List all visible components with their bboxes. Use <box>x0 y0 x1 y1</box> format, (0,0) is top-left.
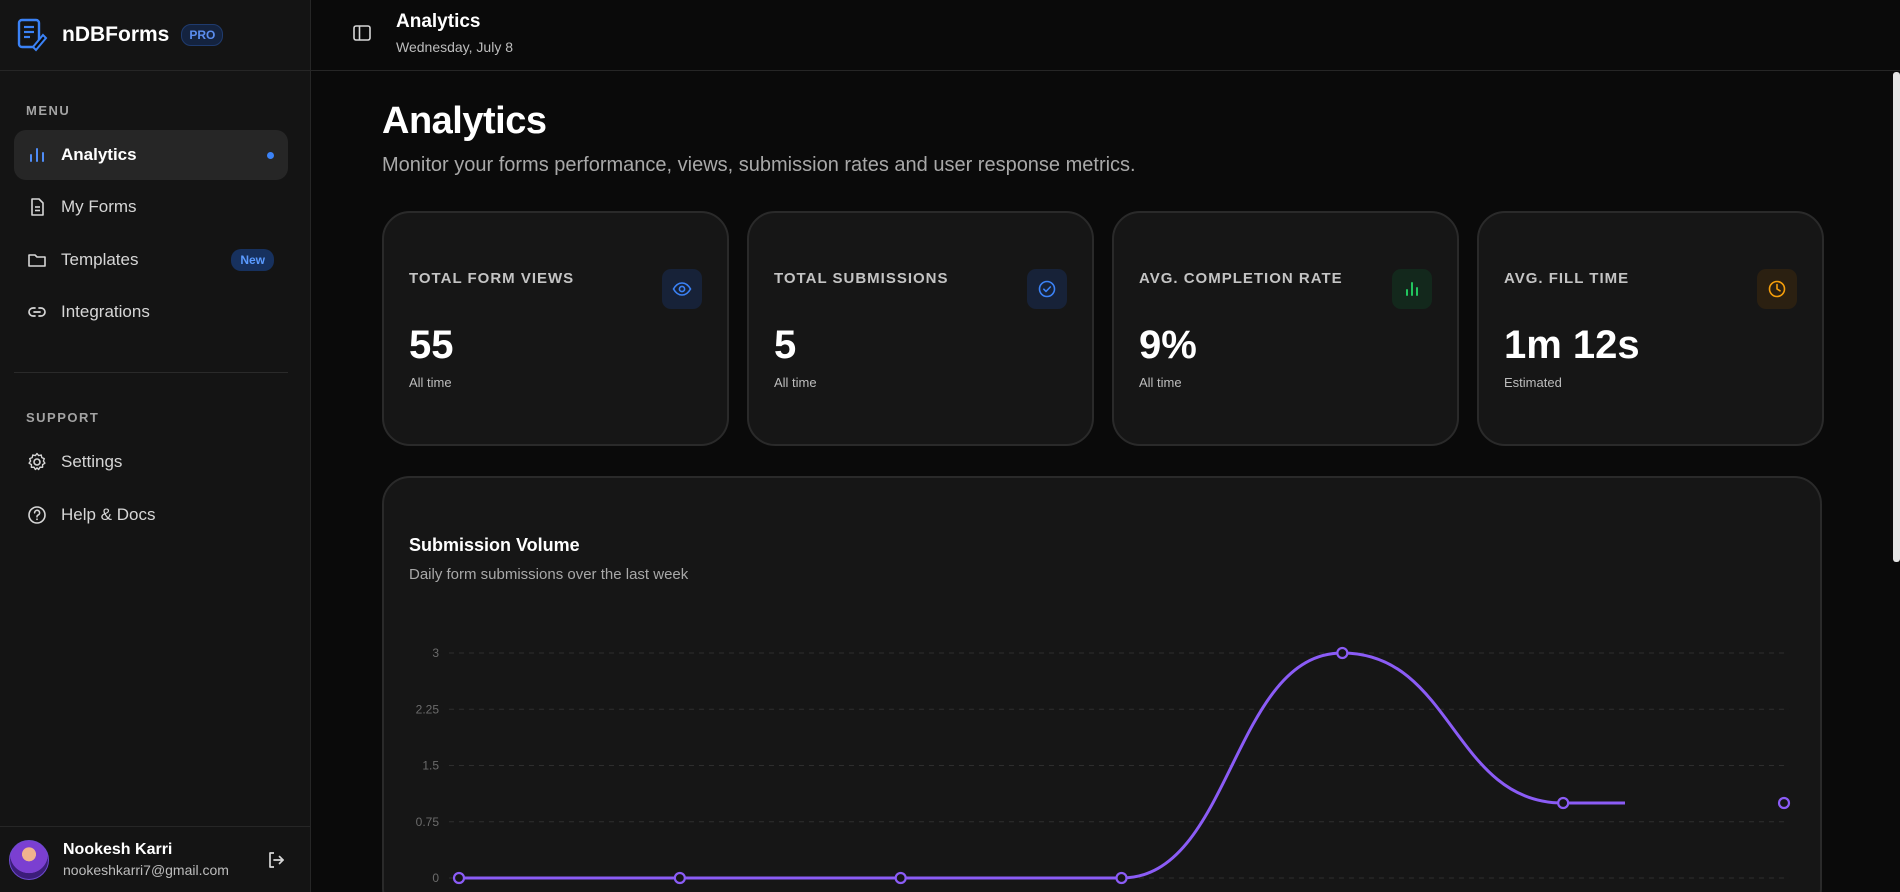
new-badge: New <box>231 249 274 271</box>
gear-icon <box>26 451 48 473</box>
stat-card-form-views: TOTAL FORM VIEWS 55 All time <box>382 211 729 446</box>
user-profile[interactable]: Nookesh Karri nookeshkarri7@gmail.com <box>0 826 311 892</box>
page-title: Analytics <box>382 100 547 142</box>
stat-value: 5 <box>774 323 797 367</box>
sidebar-toggle-icon[interactable] <box>351 22 373 44</box>
stat-value: 55 <box>409 323 454 367</box>
sidebar-item-label: My Forms <box>61 197 137 216</box>
header-title: Analytics <box>396 11 481 32</box>
stat-value: 9% <box>1139 323 1197 367</box>
sidebar-item-analytics[interactable]: Analytics <box>14 130 288 180</box>
bar-chart-icon <box>26 144 48 166</box>
chart-title: Submission Volume <box>409 535 580 555</box>
brand-name: nDBForms <box>62 23 170 46</box>
data-point[interactable] <box>1115 871 1128 885</box>
check-circle-icon <box>1027 269 1067 309</box>
header-date: Wednesday, July 8 <box>396 39 513 55</box>
stat-card-fill-time: AVG. FILL TIME 1m 12s Estimated <box>1477 211 1824 446</box>
stat-card-submissions: TOTAL SUBMISSIONS 5 All time <box>747 211 1094 446</box>
submission-volume-card: Submission Volume Daily form submissions… <box>382 476 1822 892</box>
sidebar-item-label: Analytics <box>61 145 137 164</box>
page-subtitle: Monitor your forms performance, views, s… <box>382 154 1136 176</box>
stat-caption: All time <box>409 375 452 390</box>
user-name: Nookesh Karri <box>63 841 173 858</box>
stat-card-completion-rate: AVG. COMPLETION RATE 9% All time <box>1112 211 1459 446</box>
stat-caption: All time <box>774 375 817 390</box>
user-email: nookeshkarri7@gmail.com <box>63 862 229 878</box>
logout-icon[interactable] <box>265 849 287 871</box>
stat-label: TOTAL FORM VIEWS <box>409 270 575 287</box>
folder-icon <box>26 249 48 271</box>
sidebar-item-my-forms[interactable]: My Forms <box>14 182 288 232</box>
active-indicator <box>267 151 274 159</box>
pro-badge: PRO <box>181 24 224 46</box>
stat-label: TOTAL SUBMISSIONS <box>774 270 949 287</box>
submission-volume-chart: 3 2.25 1.5 0.75 0 <box>416 646 1791 885</box>
stat-label: AVG. FILL TIME <box>1504 270 1630 287</box>
sidebar-item-label: Settings <box>61 452 123 471</box>
sidebar: nDBForms PRO MENU Analytics My Forms Tem… <box>0 0 311 892</box>
data-point[interactable] <box>673 871 686 885</box>
sidebar-divider <box>14 372 288 373</box>
top-bar: Analytics Wednesday, July 8 <box>311 0 1900 71</box>
clock-icon <box>1757 269 1797 309</box>
y-tick-label: 3 <box>432 646 439 660</box>
document-icon <box>26 196 48 218</box>
data-point[interactable] <box>1336 646 1349 660</box>
data-point[interactable] <box>894 871 907 885</box>
stat-caption: Estimated <box>1504 375 1562 390</box>
link-icon <box>26 301 48 323</box>
stat-label: AVG. COMPLETION RATE <box>1139 270 1343 287</box>
help-circle-icon <box>26 504 48 526</box>
support-section-label: SUPPORT <box>26 410 100 425</box>
scrollbar[interactable] <box>1893 72 1900 562</box>
brand[interactable]: nDBForms PRO <box>0 0 310 71</box>
y-tick-label: 0.75 <box>416 815 440 829</box>
sidebar-item-templates[interactable]: Templates New <box>14 235 288 285</box>
y-tick-label: 2.25 <box>416 702 440 716</box>
sidebar-item-label: Integrations <box>61 302 150 321</box>
data-point[interactable] <box>1777 796 1791 810</box>
y-tick-label: 1.5 <box>422 759 439 773</box>
sidebar-item-label: Templates <box>61 250 139 269</box>
avatar <box>9 839 49 880</box>
menu-section-label: MENU <box>26 103 71 118</box>
data-point[interactable] <box>452 871 466 885</box>
brand-logo-icon <box>14 17 50 53</box>
sidebar-item-help-docs[interactable]: Help & Docs <box>14 490 288 540</box>
data-point[interactable] <box>1557 796 1570 810</box>
bar-chart-icon <box>1392 269 1432 309</box>
chart-subtitle: Daily form submissions over the last wee… <box>409 566 689 583</box>
sidebar-item-settings[interactable]: Settings <box>14 437 288 487</box>
sidebar-item-label: Help & Docs <box>61 505 156 524</box>
stat-caption: All time <box>1139 375 1182 390</box>
y-tick-label: 0 <box>432 871 439 885</box>
sidebar-item-integrations[interactable]: Integrations <box>14 287 288 337</box>
stat-value: 1m 12s <box>1504 323 1640 367</box>
eye-icon <box>662 269 702 309</box>
